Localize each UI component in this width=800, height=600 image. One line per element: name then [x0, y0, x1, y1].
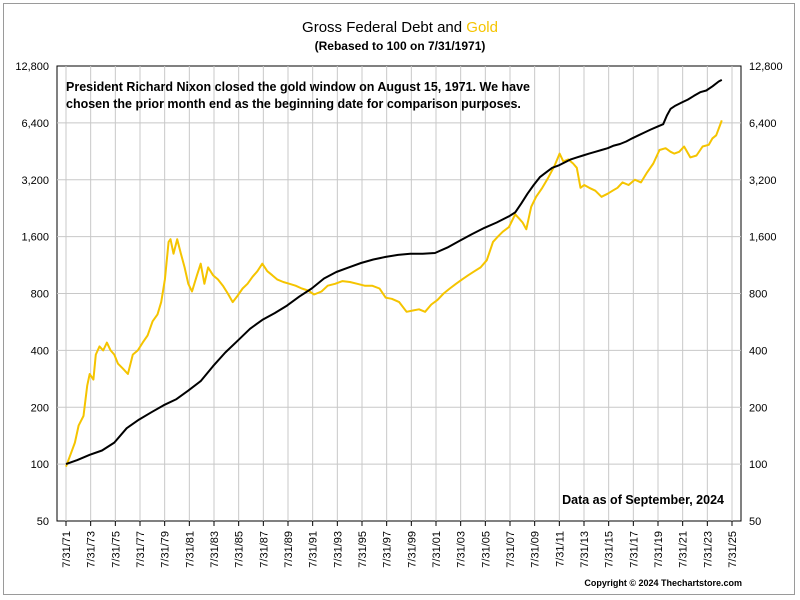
x-tick-label: 7/31/71 [61, 531, 73, 568]
y-tick-label: 3,200 [21, 175, 49, 187]
x-tick-label: 7/31/85 [234, 531, 246, 568]
y-tick-label: 400 [31, 345, 49, 357]
y-tick-label-right: 50 [749, 516, 761, 528]
x-tick-label: 7/31/81 [184, 531, 196, 568]
y-tick-label: 100 [31, 459, 49, 471]
x-tick-label: 7/31/07 [505, 531, 517, 568]
y-tick-label: 200 [31, 402, 49, 414]
x-tick-label: 7/31/17 [628, 531, 640, 568]
x-tick-label: 7/31/01 [431, 531, 443, 568]
x-tick-label: 7/31/89 [283, 531, 295, 568]
x-tick-label: 7/31/97 [382, 531, 394, 568]
x-tick-label: 7/31/11 [554, 531, 566, 567]
y-tick-label-right: 12,800 [749, 61, 783, 73]
title-text: Gross Federal Debt and [302, 19, 467, 36]
y-tick-label-right: 400 [749, 345, 767, 357]
annotation-line-1: President Richard Nixon closed the gold … [66, 80, 530, 94]
y-tick-label-right: 6,400 [749, 118, 777, 130]
x-tick-label: 7/31/79 [160, 531, 172, 568]
x-tick-label: 7/31/03 [456, 531, 468, 568]
y-axis-left: 50 100 200 400 800 1,600 3,200 6,400 12,800 [15, 61, 49, 528]
x-tick-label: 7/31/91 [308, 531, 320, 568]
x-tick-label: 7/31/87 [258, 531, 270, 568]
y-tick-label-right: 200 [749, 402, 767, 414]
x-tick-label: 7/31/23 [702, 531, 714, 568]
gold-line [65, 120, 723, 467]
x-tick-label: 7/31/15 [604, 531, 616, 568]
as-of-label: Data as of September, 2024 [562, 493, 724, 507]
x-tick-label: 7/31/99 [406, 531, 418, 568]
x-tick-label: 7/31/21 [678, 531, 690, 568]
x-tick-label: 7/31/05 [480, 531, 492, 568]
y-axis-right: 50 100 200 400 800 1,600 3,200 6,400 12,800 [749, 61, 783, 528]
x-tick-label: 7/31/95 [357, 531, 369, 568]
chart-subtitle: (Rebased to 100 on 7/31/1971) [314, 39, 486, 53]
y-tick-label: 50 [37, 516, 49, 528]
x-tick-label: 7/31/19 [653, 531, 665, 568]
y-tick-label: 6,400 [21, 118, 49, 130]
chart-title: Gross Federal Debt and Gold [0, 19, 800, 36]
annotation-line-2: chosen the prior month end as the beginn… [66, 97, 521, 111]
x-tick-label: 7/31/93 [332, 531, 344, 568]
y-tick-label-right: 1,600 [749, 232, 777, 244]
y-tick-label: 800 [31, 289, 49, 301]
grid [57, 66, 741, 521]
y-tick-label: 1,600 [21, 232, 49, 244]
series-group [65, 79, 723, 467]
debt-line [65, 79, 723, 466]
y-tick-label: 12,800 [15, 61, 49, 73]
title-gold-word: Gold [466, 19, 498, 36]
x-tick-label: 7/31/09 [530, 531, 542, 568]
x-tick-label: 7/31/73 [86, 531, 98, 568]
x-axis: 7/31/71 7/31/73 7/31/75 7/31/77 7/31/79 7/31/… [61, 521, 739, 568]
chart-frame [3, 3, 795, 595]
x-tick-label: 7/31/83 [209, 531, 221, 568]
x-tick-label: 7/31/13 [579, 531, 591, 568]
y-tick-label-right: 800 [749, 289, 767, 301]
x-tick-label: 7/31/75 [110, 531, 122, 568]
y-tick-label-right: 3,200 [749, 175, 777, 187]
x-tick-label: 7/31/77 [135, 531, 147, 568]
x-tick-label: 7/31/25 [727, 531, 739, 568]
copyright: Copyright © 2024 Thechartstore.com [584, 578, 742, 588]
y-tick-label-right: 100 [749, 459, 767, 471]
